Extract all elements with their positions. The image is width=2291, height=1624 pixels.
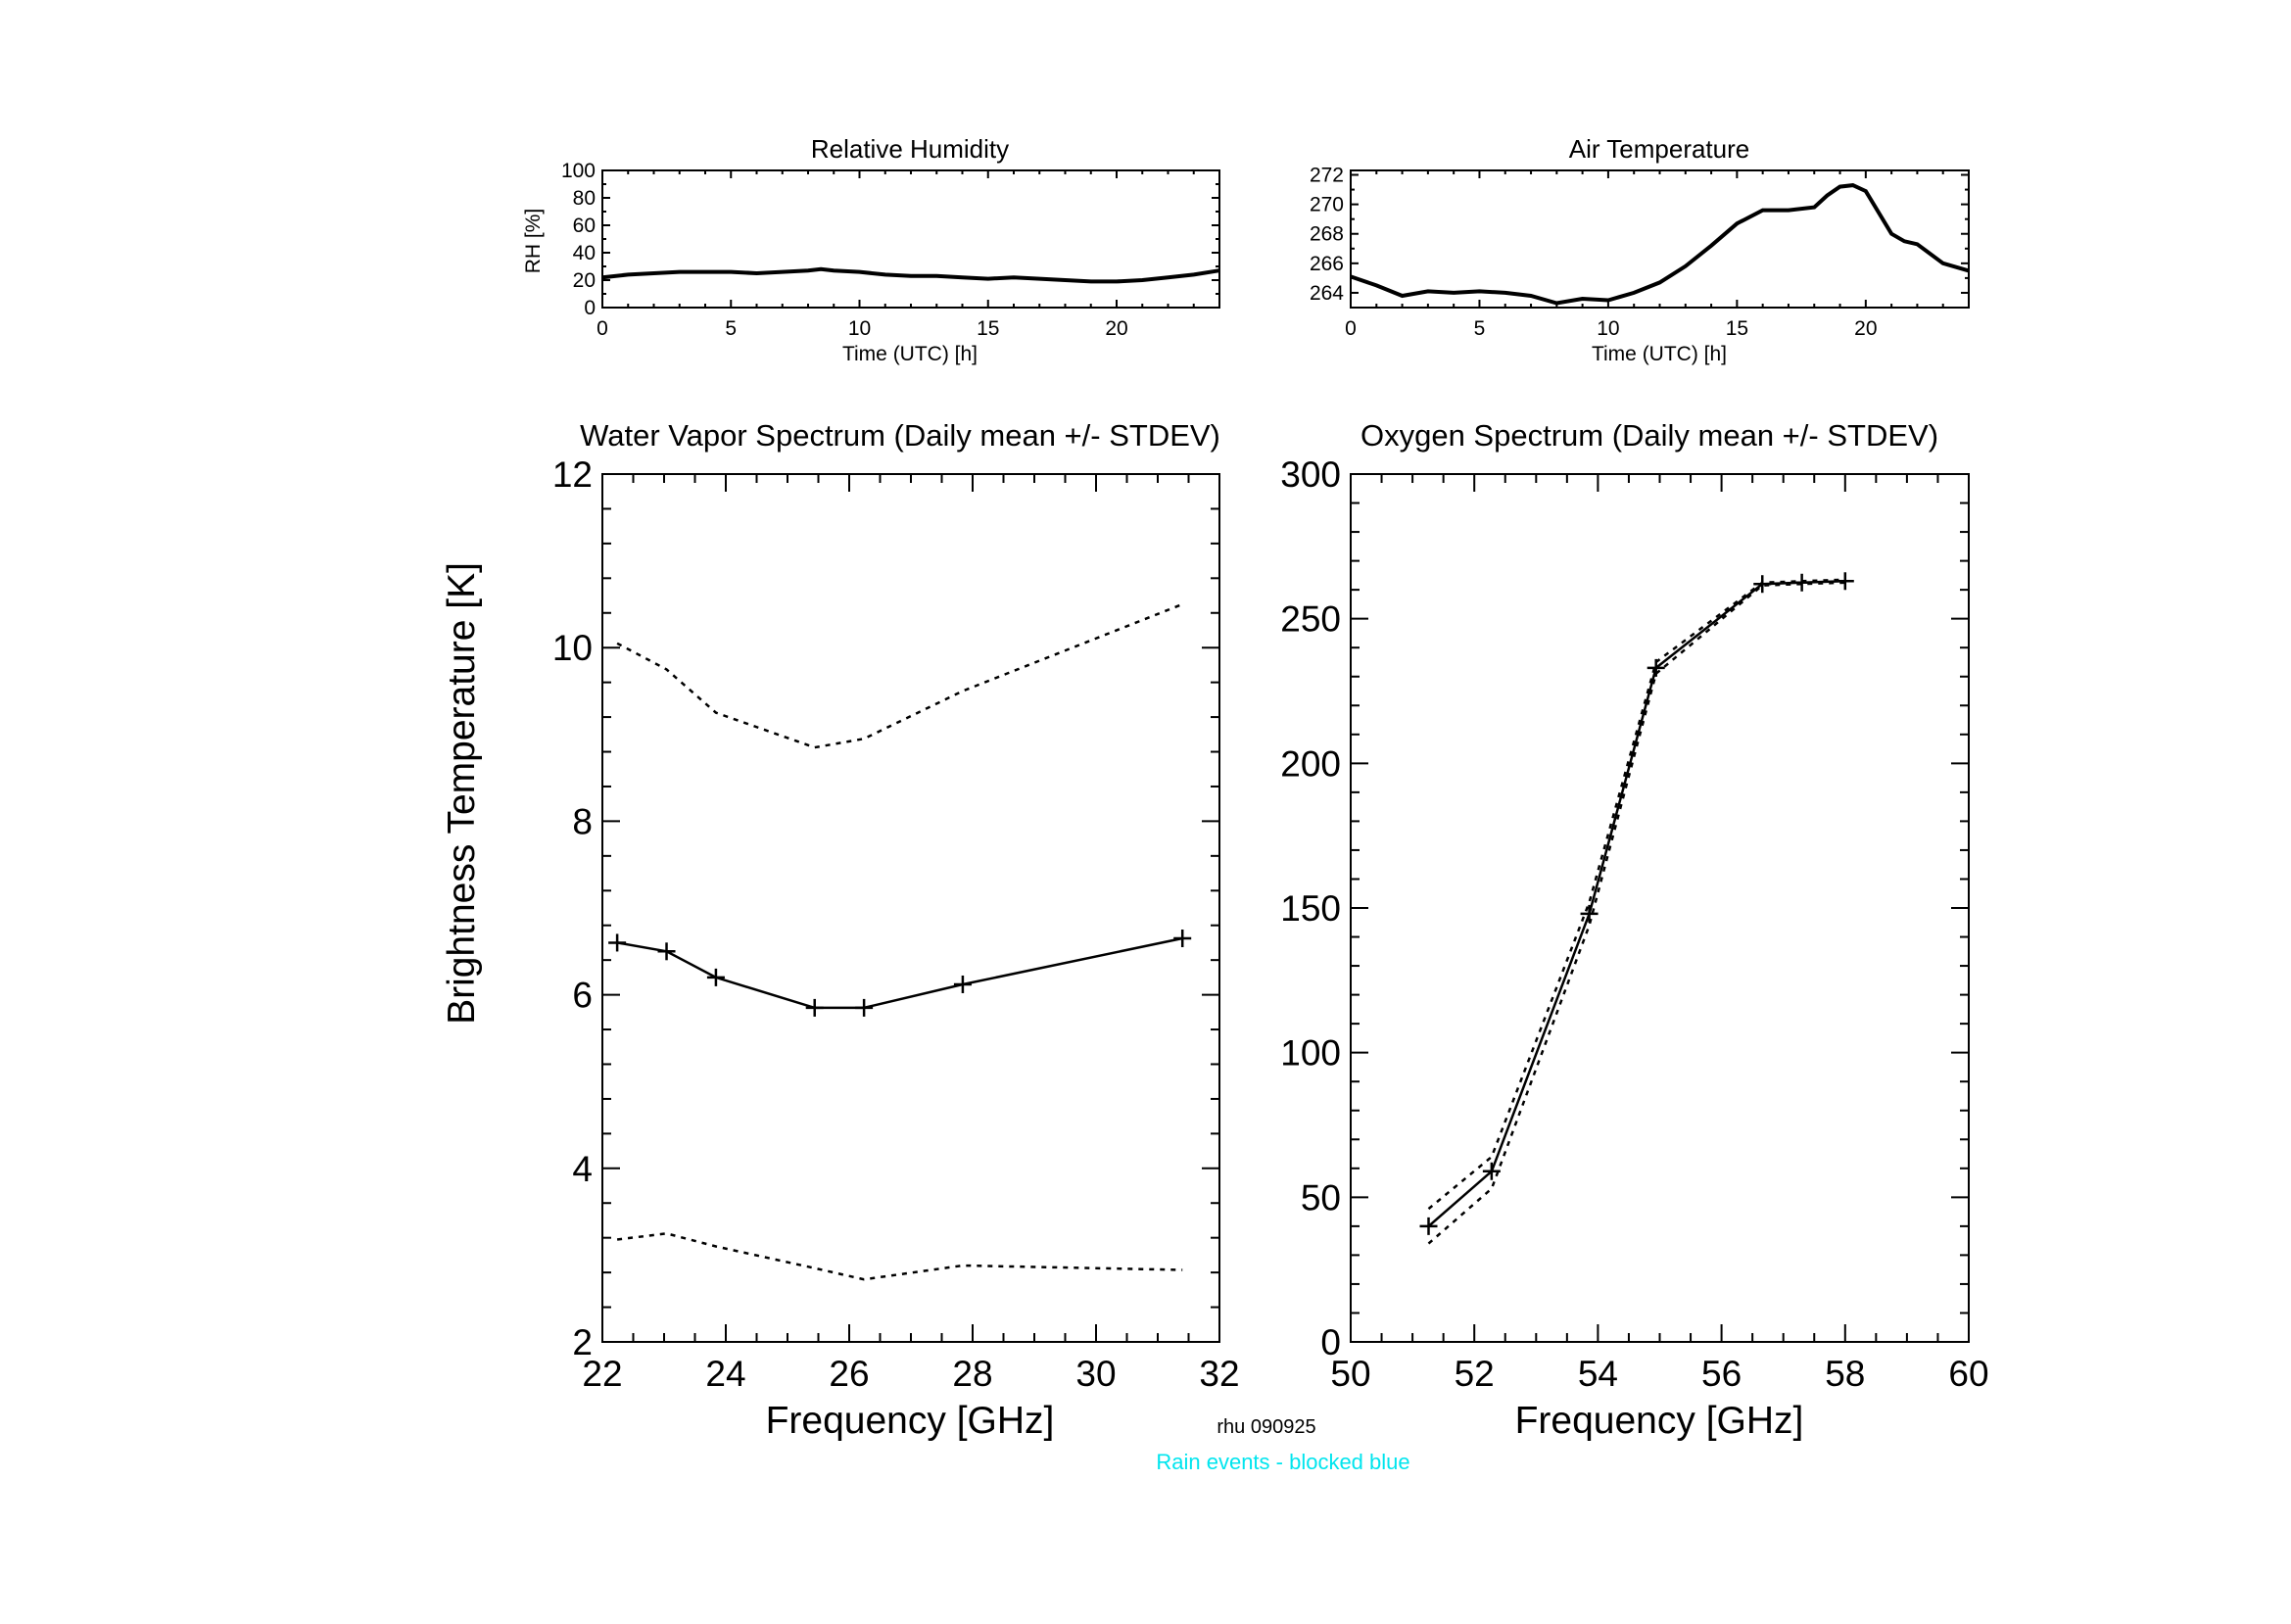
water-vapor-y-tick-label: 10 — [552, 628, 593, 668]
oxygen-y-tick-label: 50 — [1301, 1177, 1341, 1218]
rh-x-tick-label: 5 — [725, 317, 737, 340]
temp-y-tick-label: 272 — [1310, 165, 1344, 187]
temp-x-tick-label: 10 — [1597, 317, 1619, 340]
oxygen-y-tick-label: 250 — [1280, 599, 1341, 640]
water-vapor-y-tick-label: 2 — [572, 1322, 593, 1362]
oxygen-x-tick-label: 52 — [1455, 1354, 1495, 1394]
oxygen-y-tick-label: 150 — [1280, 888, 1341, 929]
rh-plot-frame — [601, 169, 1220, 309]
rh-ylabel: RH [%] — [522, 209, 545, 274]
station-label: rhu 090925 — [1217, 1416, 1315, 1438]
o2-xlabel: Frequency [GHz] — [1515, 1400, 1804, 1442]
rh-x-tick-label: 10 — [848, 317, 871, 340]
water-vapor-x-tick-label: 22 — [582, 1354, 622, 1394]
temp-y-tick-label: 264 — [1310, 282, 1344, 305]
wv-xlabel: Frequency [GHz] — [766, 1400, 1055, 1442]
rh-x-tick-label: 0 — [597, 317, 608, 340]
oxygen-x-tick-label: 56 — [1701, 1354, 1742, 1394]
oxygen-mean-line — [1427, 580, 1845, 1227]
oxygen-x-tick-label: 54 — [1578, 1354, 1618, 1394]
oxygen-y-tick-label: 100 — [1280, 1033, 1341, 1074]
relative-humidity-panel: Relative Humidity Time (UTC) [h] RH [%] … — [522, 134, 1220, 365]
temp-x-tick-label: 0 — [1345, 317, 1357, 340]
water-vapor-x-tick-label: 28 — [952, 1354, 992, 1394]
water-vapor-x-tick-label: 30 — [1075, 1354, 1116, 1394]
temp-xlabel: Time (UTC) [h] — [1592, 343, 1727, 365]
water-vapor-x-tick-label: 26 — [829, 1354, 869, 1394]
oxygen-y-tick-label: 300 — [1280, 454, 1341, 495]
temp-plot-frame — [1350, 169, 1970, 309]
wv-ylabel: Brightness Temperature [K] — [441, 562, 483, 1025]
temp-x-tick-label: 20 — [1854, 317, 1877, 340]
o2-title: Oxygen Spectrum (Daily mean +/- STDEV) — [1360, 418, 1938, 453]
water-vapor-y-tick-label: 4 — [572, 1149, 593, 1189]
oxygen-y-tick-label: 0 — [1320, 1322, 1341, 1362]
water-vapor-y-tick-label: 8 — [572, 801, 593, 841]
rh-y-tick-label: 80 — [573, 187, 596, 210]
water-vapor-upper-stdev-line — [616, 602, 1183, 749]
water-vapor-mean-line — [616, 936, 1183, 1010]
temp-y-tick-label: 268 — [1310, 223, 1344, 246]
temp-y-tick-label: 270 — [1310, 194, 1344, 216]
temp-x-tick-label: 5 — [1474, 317, 1486, 340]
rh-y-tick-label: 40 — [573, 242, 596, 264]
water-vapor-lower-stdev-line — [616, 1232, 1183, 1281]
water-vapor-plot-frame — [601, 473, 1220, 1343]
wv-title: Water Vapor Spectrum (Daily mean +/- STD… — [580, 418, 1220, 453]
rh-series-line — [601, 266, 1220, 284]
oxygen-x-tick-label: 58 — [1825, 1354, 1865, 1394]
rh-x-tick-label: 20 — [1105, 317, 1127, 340]
oxygen-y-tick-label: 200 — [1280, 743, 1341, 784]
temp-x-tick-label: 15 — [1726, 317, 1748, 340]
temp-y-tick-label: 266 — [1310, 253, 1344, 275]
water-vapor-x-tick-label: 24 — [705, 1354, 745, 1394]
oxygen-upper-stdev-line — [1427, 578, 1845, 1211]
air-temperature-panel: Air Temperature Time (UTC) [h] 0 5 10 15 20 2… — [1310, 134, 1970, 365]
temp-title: Air Temperature — [1569, 134, 1750, 164]
water-vapor-y-tick-label: 12 — [552, 454, 593, 495]
temp-series-line — [1350, 183, 1970, 306]
water-vapor-y-tick-label: 6 — [572, 976, 593, 1016]
oxygen-lower-stdev-line — [1427, 581, 1845, 1245]
rh-title: Relative Humidity — [811, 134, 1009, 164]
rh-y-tick-label: 100 — [561, 160, 596, 182]
rain-events-note: Rain events - blocked blue — [1156, 1450, 1409, 1474]
oxygen-x-tick-label: 50 — [1330, 1354, 1370, 1394]
rh-x-tick-label: 15 — [977, 317, 999, 340]
rh-y-tick-label: 0 — [584, 297, 596, 319]
water-vapor-x-tick-label: 32 — [1199, 1354, 1239, 1394]
rh-xlabel: Time (UTC) [h] — [842, 343, 978, 365]
water-vapor-panel: Water Vapor Spectrum (Daily mean +/- STD… — [441, 418, 1240, 1442]
rh-y-tick-label: 20 — [573, 269, 596, 292]
oxygen-x-tick-label: 60 — [1948, 1354, 1988, 1394]
oxygen-panel: Oxygen Spectrum (Daily mean +/- STDEV) F… — [1280, 418, 1988, 1442]
rh-y-tick-label: 60 — [573, 215, 596, 237]
